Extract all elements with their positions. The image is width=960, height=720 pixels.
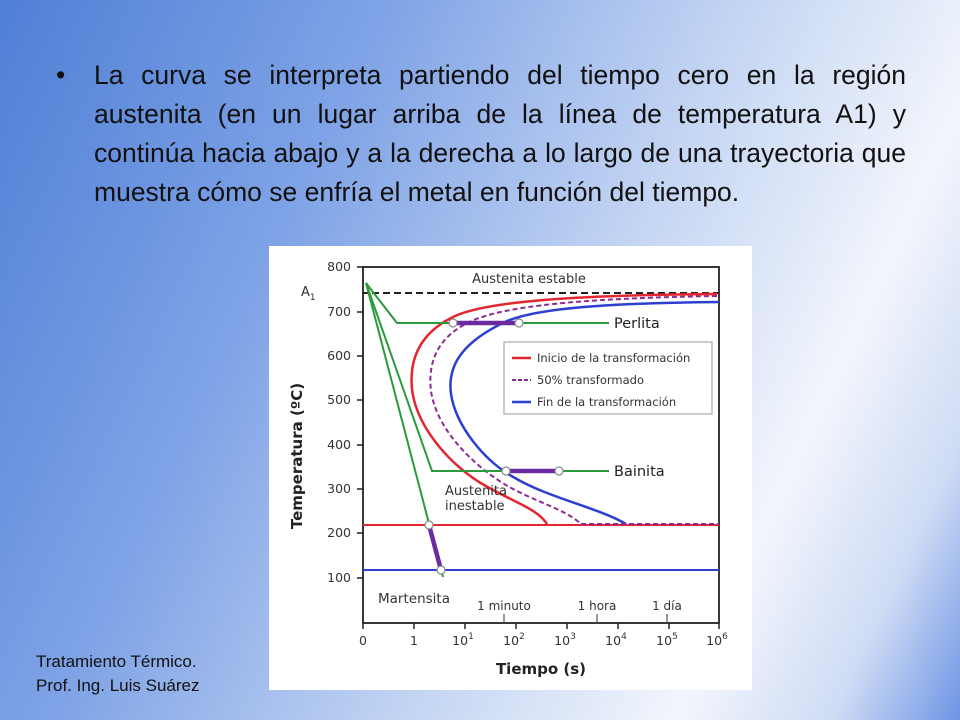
bullet-paragraph: • La curva se interpreta partiendo del t… (56, 56, 906, 212)
legend: Inicio de la transformación 50% transfor… (503, 341, 713, 415)
x-tick-10e1: 101 (452, 632, 474, 648)
slide-credit: Tratamiento Térmico. Prof. Ing. Luis Suá… (36, 650, 199, 698)
label-1-minuto: 1 minuto (477, 599, 531, 613)
y-tick-200: 200 (327, 525, 351, 540)
label-bainita: Bainita (614, 464, 665, 480)
label-1-hora: 1 hora (578, 599, 617, 613)
transformation-markers (424, 318, 564, 575)
y-tick-100: 100 (327, 570, 351, 585)
label-1-dia: 1 día (652, 599, 682, 613)
x-tick-10e6: 106 (706, 632, 728, 648)
a1-subscript: 1 (310, 293, 316, 303)
label-austenita-inestable-1: Austenita (445, 484, 507, 499)
curve-fin (449, 300, 719, 526)
credit-line-1: Tratamiento Térmico. (36, 652, 197, 671)
x-axis-title: Tiempo (s) (496, 660, 586, 678)
x-tick-marks (362, 623, 720, 629)
y-axis-title: Temperatura (ºC) (288, 383, 306, 529)
credit-line-2: Prof. Ing. Luis Suárez (36, 676, 200, 695)
curve-inicio (410, 292, 718, 525)
y-tick-700: 700 (327, 304, 351, 319)
ttt-diagram: 800 700 600 500 400 300 200 100 A1 0 1 (269, 246, 752, 690)
a1-label: A (301, 285, 310, 300)
legend-inicio: Inicio de la transformación (537, 351, 690, 365)
y-tick-600: 600 (327, 348, 351, 363)
bullet-marker: • (56, 60, 66, 90)
x-tick-10e4: 104 (605, 632, 627, 648)
bullet-text: La curva se interpreta partiendo del tie… (94, 60, 906, 207)
x-tick-10e3: 103 (554, 632, 576, 648)
svg-text:A1: A1 (301, 285, 316, 303)
y-tick-300: 300 (327, 481, 351, 496)
time-marker-ticks (503, 614, 668, 623)
x-tick-0: 0 (359, 633, 367, 648)
label-austenita-inestable-2: inestable (445, 499, 505, 514)
ttt-diagram-svg: 800 700 600 500 400 300 200 100 A1 0 1 (288, 259, 728, 678)
label-martensita: Martensita (378, 591, 450, 607)
y-tick-400: 400 (327, 437, 351, 452)
y-tick-800: 800 (327, 259, 351, 274)
label-perlita: Perlita (614, 316, 660, 332)
x-tick-10e2: 102 (503, 632, 525, 648)
y-tick-marks (357, 266, 363, 579)
x-tick-1: 1 (410, 633, 418, 648)
legend-medio: 50% transformado (537, 373, 644, 387)
legend-fin: Fin de la transformación (537, 395, 676, 409)
legend-box (503, 341, 713, 415)
x-tick-10e5: 105 (656, 632, 678, 648)
y-tick-500: 500 (327, 392, 351, 407)
path-perlita (365, 282, 609, 324)
segment-martensita (426, 524, 444, 571)
label-austenita-estable: Austenita estable (472, 272, 586, 287)
